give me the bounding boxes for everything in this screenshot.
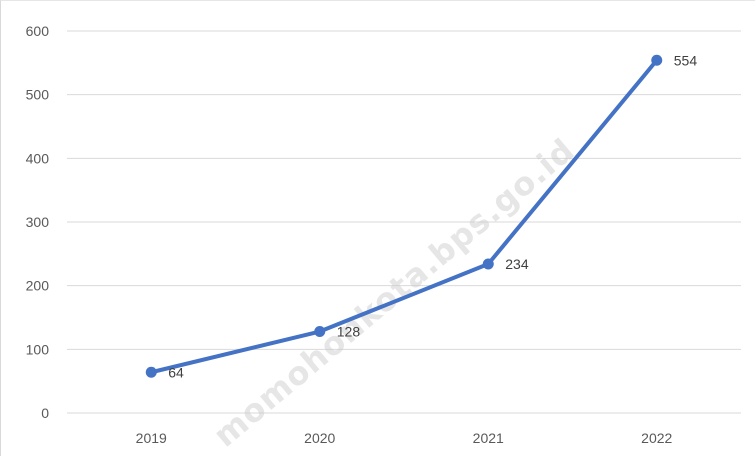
y-tick-label-600: 600: [26, 23, 50, 39]
y-tick-label-200: 200: [26, 278, 50, 294]
x-tick-label-2021: 2021: [473, 430, 504, 446]
data-label-2019: 64: [168, 364, 184, 380]
data-label-2022: 554: [674, 52, 698, 68]
y-tick-label-300: 300: [26, 214, 50, 230]
y-tick-label-100: 100: [26, 341, 50, 357]
y-axis-ticks: 0 100 200 300 400 500 600: [26, 23, 50, 421]
data-point-2019: [145, 366, 157, 378]
watermark-text: momohonkota.bps.go.id: [206, 131, 582, 455]
y-tick-label-400: 400: [26, 150, 50, 166]
data-label-2021: 234: [505, 256, 529, 272]
watermark-layer: momohonkota.bps.go.id: [206, 131, 582, 455]
x-tick-label-2022: 2022: [641, 430, 672, 446]
data-label-2020: 128: [337, 324, 361, 340]
data-point-2022: [651, 54, 663, 66]
x-tick-label-2020: 2020: [304, 430, 335, 446]
data-point-2021: [482, 258, 494, 270]
data-labels: 64 128 234 554: [168, 52, 697, 380]
x-axis-ticks: 2019 2020 2021 2022: [136, 430, 673, 446]
y-tick-label-0: 0: [41, 405, 49, 421]
data-point-2020: [314, 326, 326, 338]
grid-lines: [67, 30, 741, 414]
series-line-0: [149, 58, 659, 375]
y-tick-label-500: 500: [26, 87, 50, 103]
series-layer: [145, 54, 663, 378]
x-tick-label-2019: 2019: [136, 430, 167, 446]
